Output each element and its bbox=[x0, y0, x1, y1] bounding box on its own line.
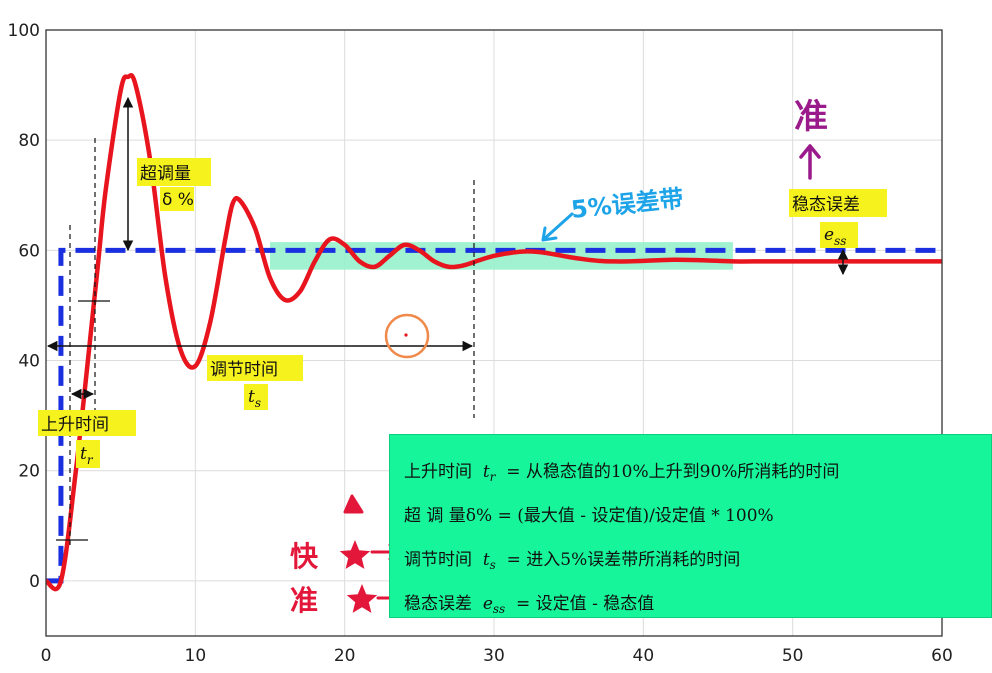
tick-labels: 0 10 20 30 40 50 60 0 20 40 60 80 100 bbox=[8, 21, 953, 666]
highlight-circle bbox=[384, 313, 430, 359]
settling-symbol: ts bbox=[248, 387, 261, 410]
overshoot-label: 超调量 bbox=[140, 164, 191, 184]
definition-overshoot: 超 调 量δ% = (最大值 - 设定值)/设定值 * 100% bbox=[404, 501, 774, 526]
y-tick-label: 20 bbox=[18, 462, 40, 482]
ss-error-symbol-bg bbox=[820, 222, 858, 248]
y-tick-label: 80 bbox=[18, 131, 40, 151]
rise-label: 上升时间 bbox=[41, 415, 109, 435]
plot-frame bbox=[45, 29, 943, 637]
definition-symbol: t bbox=[482, 462, 490, 482]
x-tick-label: 0 bbox=[41, 646, 52, 666]
x-tick-label: 50 bbox=[782, 646, 804, 666]
definition-settling-time: 调节时间 ts = 进入5%误差带所消耗的时间 bbox=[404, 545, 740, 572]
band-label: 5%误差带 bbox=[570, 184, 685, 224]
definition-text: = (最大值 - 设定值)/设定值 * 100% bbox=[497, 506, 774, 526]
accurate-mark-top: 准 bbox=[794, 97, 828, 137]
rise-symbol-bg bbox=[76, 440, 100, 468]
definition-subscript: ss bbox=[492, 602, 506, 616]
definition-term: 稳态误差 bbox=[404, 594, 472, 614]
settling-symbol-bg bbox=[244, 384, 268, 410]
settling-label-bg bbox=[207, 355, 303, 381]
rise-symbol: tr bbox=[80, 444, 94, 467]
definition-term: 调节时间 bbox=[404, 550, 472, 570]
y-tick-label: 0 bbox=[29, 572, 40, 592]
definition-term: 超 调 量δ% bbox=[404, 506, 493, 526]
definition-ss-error: 稳态误差 ess = 设定值 - 稳态值 bbox=[404, 589, 654, 616]
definition-term: 上升时间 bbox=[404, 462, 472, 482]
y-tick-label: 60 bbox=[18, 241, 40, 261]
x-tick-label: 60 bbox=[931, 646, 953, 666]
definitions-panel: 上升时间 tr = 从稳态值的10%上升到90%所消耗的时间 超 调 量δ% =… bbox=[389, 434, 992, 618]
settling-label: 调节时间 bbox=[210, 360, 278, 380]
x-tick-label: 20 bbox=[334, 646, 356, 666]
rise-label-bg bbox=[38, 410, 136, 436]
definition-text: = 从稳态值的10%上升到90%所消耗的时间 bbox=[506, 462, 840, 482]
star-icon bbox=[346, 584, 378, 613]
overshoot-symbol: δ % bbox=[162, 190, 194, 210]
ss-error-label-bg bbox=[789, 189, 887, 217]
highlight-dot bbox=[404, 333, 408, 337]
response-curve bbox=[44, 73, 942, 592]
star-icon bbox=[339, 540, 371, 569]
ss-error-label: 稳态误差 bbox=[792, 195, 860, 215]
overshoot-label-bg bbox=[137, 158, 211, 186]
definition-rise-time: 上升时间 tr = 从稳态值的10%上升到90%所消耗的时间 bbox=[404, 457, 839, 484]
definition-symbol: t bbox=[482, 550, 490, 570]
definition-subscript: s bbox=[489, 558, 496, 572]
up-arrow-icon bbox=[799, 144, 821, 180]
x-tick-label: 30 bbox=[483, 646, 505, 666]
definition-text: = 进入5%误差带所消耗的时间 bbox=[506, 550, 741, 570]
definition-symbol: e bbox=[482, 594, 493, 614]
definition-subscript: r bbox=[489, 470, 496, 484]
band-pointer-arrow bbox=[541, 212, 574, 242]
definition-text: = 设定值 - 稳态值 bbox=[516, 594, 655, 614]
fast-mark: 快 bbox=[290, 540, 319, 573]
triangle-mark-icon bbox=[343, 494, 364, 514]
x-tick-label: 40 bbox=[633, 646, 655, 666]
accurate-mark: 准 bbox=[290, 584, 318, 617]
y-tick-label: 100 bbox=[8, 21, 40, 41]
y-tick-label: 40 bbox=[18, 352, 40, 372]
overshoot-symbol-bg bbox=[160, 187, 194, 211]
ss-error-symbol: ess bbox=[824, 225, 846, 248]
x-tick-label: 10 bbox=[185, 646, 207, 666]
